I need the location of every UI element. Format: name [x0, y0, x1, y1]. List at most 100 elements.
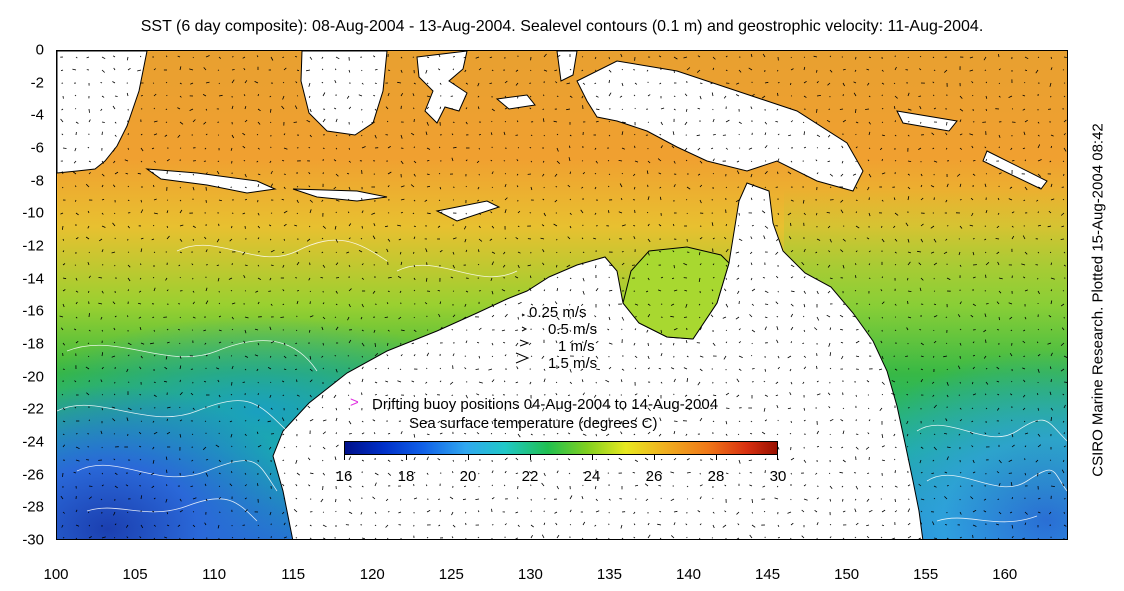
velocity-vector — [777, 446, 780, 450]
velocity-vector — [489, 238, 493, 241]
lon-tick-label: 140 — [675, 566, 702, 583]
velocity-vector — [736, 82, 740, 85]
velocity-vector — [881, 238, 885, 243]
velocity-vector — [543, 134, 545, 137]
velocity-vector — [387, 511, 390, 513]
velocity-vector — [426, 106, 429, 110]
velocity-vector — [595, 407, 599, 411]
velocity-vector — [203, 380, 207, 383]
velocity-vector — [218, 420, 221, 422]
land-new-britain — [896, 110, 958, 132]
velocity-vector — [670, 471, 675, 474]
velocity-vector — [190, 392, 194, 396]
velocity-vector — [541, 482, 545, 487]
velocity-vector — [790, 303, 794, 307]
velocity-vector — [542, 118, 545, 123]
velocity-vector — [803, 459, 807, 463]
velocity-vector — [894, 238, 898, 242]
velocity-vector — [516, 366, 519, 370]
velocity-vector — [647, 303, 651, 306]
lon-tick-label: 155 — [913, 566, 939, 583]
velocity-vector — [1024, 159, 1027, 162]
velocity-vector — [309, 225, 311, 228]
velocity-vector — [230, 471, 233, 474]
velocity-vector — [413, 173, 416, 177]
velocity-vector — [803, 212, 806, 216]
velocity-vector — [244, 537, 246, 539]
velocity-vector — [556, 432, 559, 435]
velocity-vector — [1050, 485, 1055, 487]
velocity-vector — [451, 133, 454, 136]
velocity-vector — [244, 80, 248, 84]
velocity-vector — [946, 368, 948, 371]
velocity-vector — [683, 316, 688, 318]
figure-title: SST (6 day composite): 08-Aug-2004 - 13-… — [140, 18, 984, 35]
velocity-vector — [855, 433, 859, 435]
velocity-vector — [748, 147, 753, 150]
velocity-vector — [334, 456, 337, 461]
velocity-vector — [98, 238, 103, 242]
velocity-vector — [803, 80, 807, 84]
velocity-vector — [294, 56, 298, 58]
velocity-vector — [542, 160, 545, 163]
velocity-vector — [647, 223, 650, 227]
velocity-vector — [1024, 472, 1027, 476]
velocity-vector — [555, 381, 558, 384]
velocity-vector — [425, 248, 428, 253]
velocity-vector — [517, 433, 521, 438]
velocity-vector — [842, 303, 845, 305]
velocity-vector — [283, 147, 288, 150]
velocity-vector — [751, 511, 754, 514]
velocity-vector — [657, 158, 662, 162]
velocity-vector — [385, 106, 389, 110]
velocity-vector — [907, 508, 911, 513]
velocity-vector — [205, 472, 209, 477]
velocity-vector — [581, 537, 584, 539]
velocity-vector — [736, 394, 740, 398]
velocity-label-025: 0.25 m/s — [529, 304, 587, 321]
velocity-vector — [205, 354, 208, 357]
velocity-vector — [790, 313, 794, 318]
velocity-vector — [256, 368, 259, 372]
velocity-vector — [569, 329, 572, 332]
velocity-vector — [1037, 251, 1040, 254]
velocity-vector — [1022, 235, 1026, 240]
velocity-vector — [736, 170, 740, 175]
velocity-vector — [647, 407, 651, 412]
velocity-vector — [139, 277, 142, 280]
velocity-vector — [686, 458, 690, 461]
velocity-vector — [489, 56, 493, 59]
velocity-vector — [257, 483, 259, 487]
velocity-vector — [257, 444, 262, 448]
velocity-vector — [101, 290, 104, 294]
velocity-vector — [1011, 433, 1014, 438]
velocity-vector — [855, 394, 857, 397]
velocity-vector — [530, 160, 533, 163]
velocity-vector — [685, 159, 688, 162]
velocity-vector — [307, 405, 311, 409]
velocity-vector — [699, 523, 702, 526]
velocity-vector — [410, 132, 415, 136]
velocity-vector — [996, 329, 1000, 331]
velocity-vector — [386, 302, 389, 305]
velocity-vector — [787, 171, 792, 175]
velocity-vector — [348, 485, 352, 488]
velocity-vector — [451, 406, 454, 409]
velocity-vector — [426, 433, 430, 436]
velocity-vector — [452, 264, 455, 269]
arrow-15-icon — [515, 352, 530, 364]
velocity-vector — [749, 534, 753, 539]
velocity-vector — [166, 524, 170, 527]
velocity-vector — [243, 94, 246, 97]
velocity-vector — [348, 106, 352, 110]
velocity-vector — [348, 339, 352, 344]
velocity-vector — [491, 420, 494, 425]
velocity-vector — [738, 420, 741, 423]
velocity-vector — [462, 498, 467, 501]
velocity-vector — [439, 301, 442, 305]
velocity-vector — [945, 342, 948, 345]
velocity-vector — [514, 276, 519, 279]
velocity-vector — [1063, 133, 1066, 136]
velocity-vector — [478, 67, 482, 71]
velocity-vector — [894, 458, 896, 461]
